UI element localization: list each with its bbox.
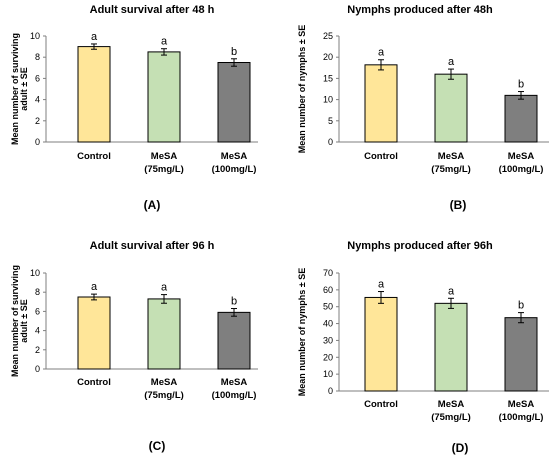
y-tick-label: 0: [35, 364, 40, 374]
bar: [434, 73, 468, 143]
y-tick-label: 4: [35, 95, 40, 105]
significance-label: a: [378, 279, 385, 291]
y-tick-label: 50: [323, 302, 333, 312]
y-tick-label: 0: [328, 386, 333, 396]
y-tick-label: 15: [323, 73, 333, 83]
x-tick-label: Control: [77, 151, 111, 162]
panel-label: (C): [149, 439, 166, 453]
x-tick-label: (100mg/L): [499, 412, 544, 423]
x-tick-label: MeSA: [221, 151, 248, 162]
y-tick-label: 6: [35, 306, 40, 316]
chart-panel-a: Adult survival after 48 h Mean number of …: [10, 4, 258, 212]
y-tick-label: 20: [323, 352, 333, 362]
y-tick-label: 5: [328, 116, 333, 126]
y-tick-label: 6: [35, 73, 40, 83]
significance-label: b: [518, 300, 524, 312]
significance-label: a: [161, 36, 168, 48]
y-axis-label: Mean number of surviving: [10, 33, 20, 145]
x-tick-label: MeSA: [151, 151, 178, 162]
significance-label: a: [91, 31, 98, 43]
x-tick-label: MeSA: [508, 399, 535, 410]
x-tick-label: (100mg/L): [212, 164, 257, 175]
panel-label: (A): [144, 198, 161, 212]
y-axis-label: adult ± SE: [19, 67, 29, 110]
chart-panel-b: Nymphs produced after 48h Mean number of …: [297, 4, 549, 212]
y-tick-label: 40: [323, 319, 333, 329]
chart-panel-d: Nymphs produced after 96h Mean number of …: [297, 240, 549, 455]
chart-title: Nymphs produced after 48h: [347, 4, 493, 16]
x-tick-label: Control: [364, 151, 398, 162]
significance-label: a: [378, 47, 385, 59]
bar: [147, 298, 181, 370]
bar: [217, 62, 251, 143]
x-tick-label: (100mg/L): [212, 390, 257, 401]
bar: [364, 64, 398, 143]
significance-label: b: [518, 79, 524, 91]
bar: [217, 311, 251, 370]
significance-label: a: [161, 282, 168, 294]
y-tick-label: 4: [35, 326, 40, 336]
x-tick-label: MeSA: [508, 151, 535, 162]
chart-panel-c: Adult survival after 96 h Mean number of …: [10, 240, 258, 453]
bar: [364, 296, 398, 392]
x-tick-label: MeSA: [151, 377, 178, 388]
significance-label: a: [91, 281, 98, 293]
y-tick-label: 10: [323, 95, 333, 105]
y-tick-label: 20: [323, 52, 333, 62]
significance-label: b: [231, 46, 237, 58]
bar: [504, 94, 538, 143]
y-tick-label: 70: [323, 268, 333, 278]
x-tick-label: Control: [364, 399, 398, 410]
y-axis-label: Mean number of nymphs ± SE: [297, 268, 307, 396]
x-tick-label: (75mg/L): [144, 390, 184, 401]
bar: [77, 296, 111, 370]
y-tick-label: 8: [35, 287, 40, 297]
y-tick-label: 25: [323, 31, 333, 41]
x-tick-label: MeSA: [438, 151, 465, 162]
y-tick-label: 60: [323, 285, 333, 295]
x-tick-label: (75mg/L): [431, 412, 471, 423]
y-tick-label: 2: [35, 116, 40, 126]
bar: [434, 302, 468, 392]
bar: [504, 317, 538, 392]
x-tick-label: MeSA: [438, 399, 465, 410]
x-tick-label: Control: [77, 377, 111, 388]
y-tick-label: 10: [323, 369, 333, 379]
bar: [77, 46, 111, 143]
y-tick-label: 0: [35, 137, 40, 147]
y-tick-label: 8: [35, 52, 40, 62]
chart-title: Adult survival after 96 h: [90, 240, 215, 252]
y-tick-label: 10: [30, 268, 40, 278]
significance-label: a: [448, 56, 455, 68]
y-axis-label: adult ± SE: [19, 299, 29, 342]
y-axis-label: Mean number of nymphs ± SE: [297, 25, 307, 153]
y-axis-label: Mean number of surviving: [10, 265, 20, 377]
y-tick-label: 30: [323, 335, 333, 345]
significance-label: b: [231, 296, 237, 308]
significance-label: a: [448, 285, 455, 297]
x-tick-label: (75mg/L): [144, 164, 184, 175]
bar: [147, 51, 181, 143]
x-tick-label: (100mg/L): [499, 164, 544, 175]
panel-label: (B): [450, 198, 467, 212]
x-tick-label: MeSA: [221, 377, 248, 388]
x-tick-label: (75mg/L): [431, 164, 471, 175]
panel-label: (D): [452, 441, 469, 455]
y-tick-label: 0: [328, 137, 333, 147]
chart-title: Nymphs produced after 96h: [347, 240, 493, 252]
chart-title: Adult survival after 48 h: [90, 4, 215, 16]
y-tick-label: 10: [30, 31, 40, 41]
y-tick-label: 2: [35, 345, 40, 355]
